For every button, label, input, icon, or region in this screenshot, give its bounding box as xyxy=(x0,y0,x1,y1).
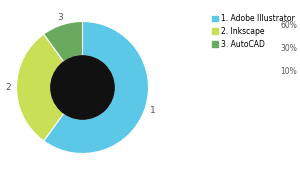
Wedge shape xyxy=(16,34,64,141)
Legend: 1. Adobe Illustrator, 2. Inkscape, 3. AutoCAD: 1. Adobe Illustrator, 2. Inkscape, 3. Au… xyxy=(210,13,296,50)
Text: 10%: 10% xyxy=(280,66,297,75)
Text: 3: 3 xyxy=(57,13,62,22)
Circle shape xyxy=(51,56,114,119)
Text: 1: 1 xyxy=(150,106,156,115)
Text: 30%: 30% xyxy=(280,44,297,53)
Text: 60%: 60% xyxy=(280,21,297,30)
Wedge shape xyxy=(44,22,148,153)
Text: 2: 2 xyxy=(6,83,11,92)
Wedge shape xyxy=(44,22,82,62)
